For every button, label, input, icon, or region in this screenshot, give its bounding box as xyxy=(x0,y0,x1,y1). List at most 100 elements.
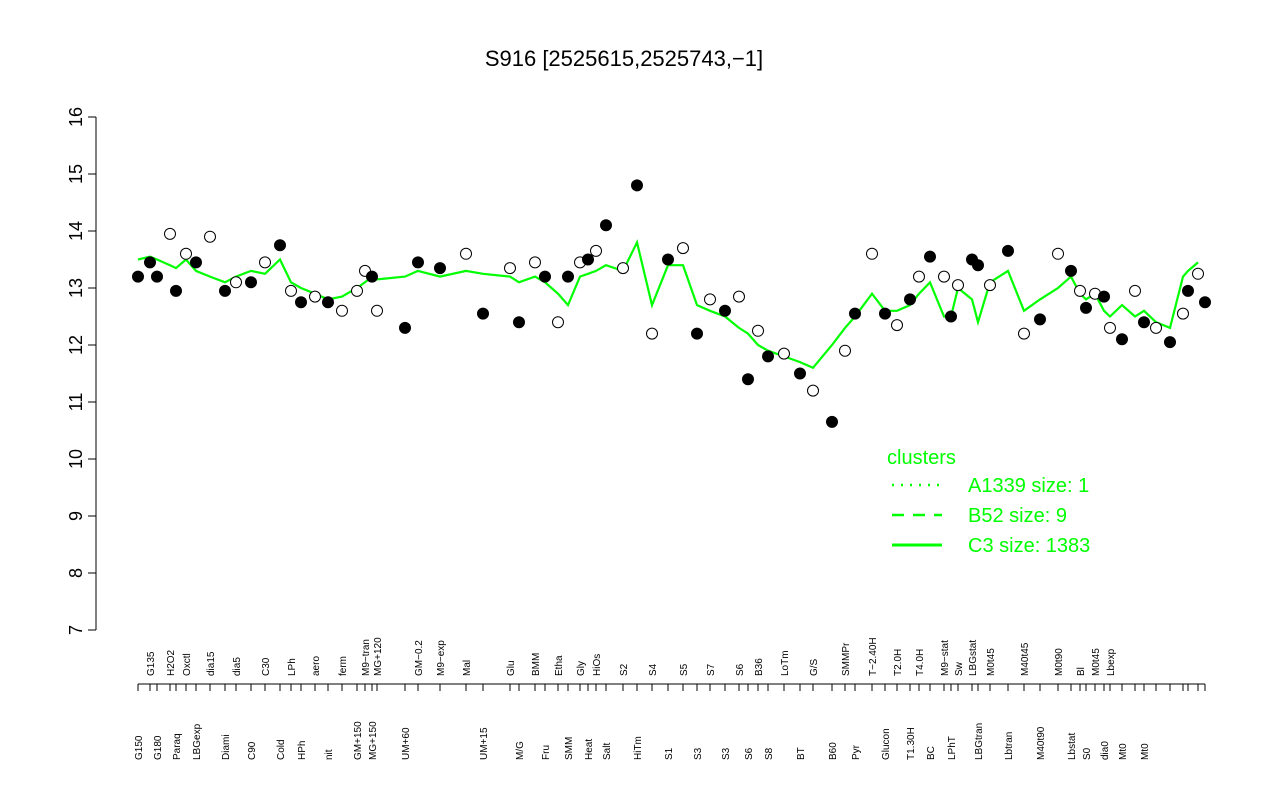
data-point xyxy=(295,296,307,309)
data-point xyxy=(336,304,348,317)
chart-title: S916 [2525615,2525743,−1] xyxy=(485,46,763,71)
x-tick-label: M9−exp xyxy=(436,640,447,676)
data-point xyxy=(891,319,903,332)
x-tick-label: MG+120 xyxy=(373,637,384,676)
x-tick-label: M9−tran xyxy=(361,639,372,676)
data-point xyxy=(1065,264,1077,277)
data-point xyxy=(204,230,216,243)
data-point xyxy=(762,350,774,363)
y-tick-label: 15 xyxy=(66,164,86,184)
x-tick-label: Sw xyxy=(954,661,965,676)
y-tick-label: 12 xyxy=(66,335,86,355)
data-point xyxy=(460,247,472,260)
x-tick-label: S4 xyxy=(648,663,659,676)
x-tick-label: G150 xyxy=(134,735,145,760)
x-tick-label: Lbtran xyxy=(1004,732,1015,760)
x-tick-label: dia5 xyxy=(232,657,243,676)
x-tick-label: BT xyxy=(796,747,807,760)
cluster-lines xyxy=(137,239,1199,370)
data-point xyxy=(1129,284,1141,297)
x-tick-label: Pyr xyxy=(851,744,862,760)
x-tick-label: Cold xyxy=(276,739,287,760)
data-point xyxy=(1002,244,1014,257)
data-point xyxy=(733,290,745,303)
y-tick-label: 9 xyxy=(66,511,86,521)
x-tick-label: GM−0.2 xyxy=(414,640,425,676)
data-point xyxy=(434,262,446,275)
x-tick-label: Salt xyxy=(602,743,613,760)
x-tick-label: aero xyxy=(311,656,322,676)
x-tick-label: Lbexp xyxy=(1106,648,1117,676)
data-point xyxy=(322,296,334,309)
y-tick-label: 8 xyxy=(66,568,86,578)
data-point xyxy=(938,270,950,283)
data-point xyxy=(617,262,629,275)
x-tick-label: B36 xyxy=(754,658,765,676)
x-tick-label: S3 xyxy=(721,747,732,760)
data-point xyxy=(1116,333,1128,346)
legend: clusters A1339 size: 1 B52 size: 9 C3 size… xyxy=(887,447,1090,557)
x-tick-label: S7 xyxy=(706,663,717,676)
x-tick-label: HiOs xyxy=(592,654,603,676)
data-point xyxy=(752,324,764,337)
data-point xyxy=(1080,301,1092,314)
data-point xyxy=(677,242,689,255)
x-tick-label: M40t90 xyxy=(1036,726,1047,760)
x-tick-label: G180 xyxy=(153,735,164,760)
y-tick-label: 13 xyxy=(66,278,86,298)
x-tick-label: Mt0 xyxy=(1140,743,1151,760)
data-point xyxy=(285,284,297,297)
data-point xyxy=(539,270,551,283)
legend-entry-label: C3 size: 1383 xyxy=(968,535,1090,557)
data-point xyxy=(904,293,916,306)
x-tick-label: S3 xyxy=(693,747,704,760)
data-point xyxy=(1104,321,1116,334)
data-point xyxy=(590,244,602,257)
x-tick-label: Oxctl xyxy=(182,653,193,676)
y-tick-label: 10 xyxy=(66,449,86,469)
data-point xyxy=(1164,336,1176,349)
x-tick-label: ferm xyxy=(338,656,349,676)
x-tick-label: MG+150 xyxy=(368,721,379,760)
data-point xyxy=(807,384,819,397)
x-tick-label: Etha xyxy=(554,655,565,676)
x-tick-label: S0 xyxy=(1082,747,1093,760)
data-point xyxy=(477,307,489,320)
data-point xyxy=(245,276,257,289)
data-point xyxy=(778,347,790,360)
data-point xyxy=(170,284,182,297)
legend-title: clusters xyxy=(887,447,956,469)
data-point xyxy=(259,256,271,269)
data-point xyxy=(839,344,851,357)
x-tick-label: C30 xyxy=(261,657,272,676)
x-tick-label: Fru xyxy=(541,745,552,760)
x-tick-label: LPhT xyxy=(947,736,958,760)
x-tick-label: dia0 xyxy=(1100,741,1111,760)
data-point xyxy=(646,327,658,340)
x-tick-label: UM+15 xyxy=(479,727,490,760)
x-tick-label: H2O2 xyxy=(166,649,177,676)
x-tick-label: dia15 xyxy=(206,651,217,676)
x-tick-label: M0t45 xyxy=(986,648,997,676)
x-tick-label: B60 xyxy=(828,742,839,760)
x-tick-label: C90 xyxy=(247,741,258,760)
x-tick-label: Diami xyxy=(221,734,232,760)
data-point xyxy=(742,373,754,386)
data-point xyxy=(230,276,242,289)
data-point xyxy=(600,219,612,232)
x-tick-label: Mal xyxy=(462,660,473,676)
x-tick-label: M0t90 xyxy=(1054,648,1065,676)
x-tick-label: BC xyxy=(926,746,937,760)
y-axis: 7 8 9 10 11 12 13 14 15 16 xyxy=(66,107,97,635)
data-point xyxy=(412,256,424,269)
legend-entry-label: B52 size: 9 xyxy=(968,505,1067,527)
data-point xyxy=(513,316,525,329)
data-point xyxy=(164,227,176,240)
data-point xyxy=(849,307,861,320)
data-point xyxy=(1150,321,1162,334)
x-tick-label: LPh xyxy=(287,658,298,676)
x-tick-label: LoTm xyxy=(780,650,791,676)
data-point xyxy=(582,253,594,266)
x-tick-label: SMM xyxy=(564,737,575,760)
x-tick-label: T−2.40H xyxy=(868,637,879,676)
